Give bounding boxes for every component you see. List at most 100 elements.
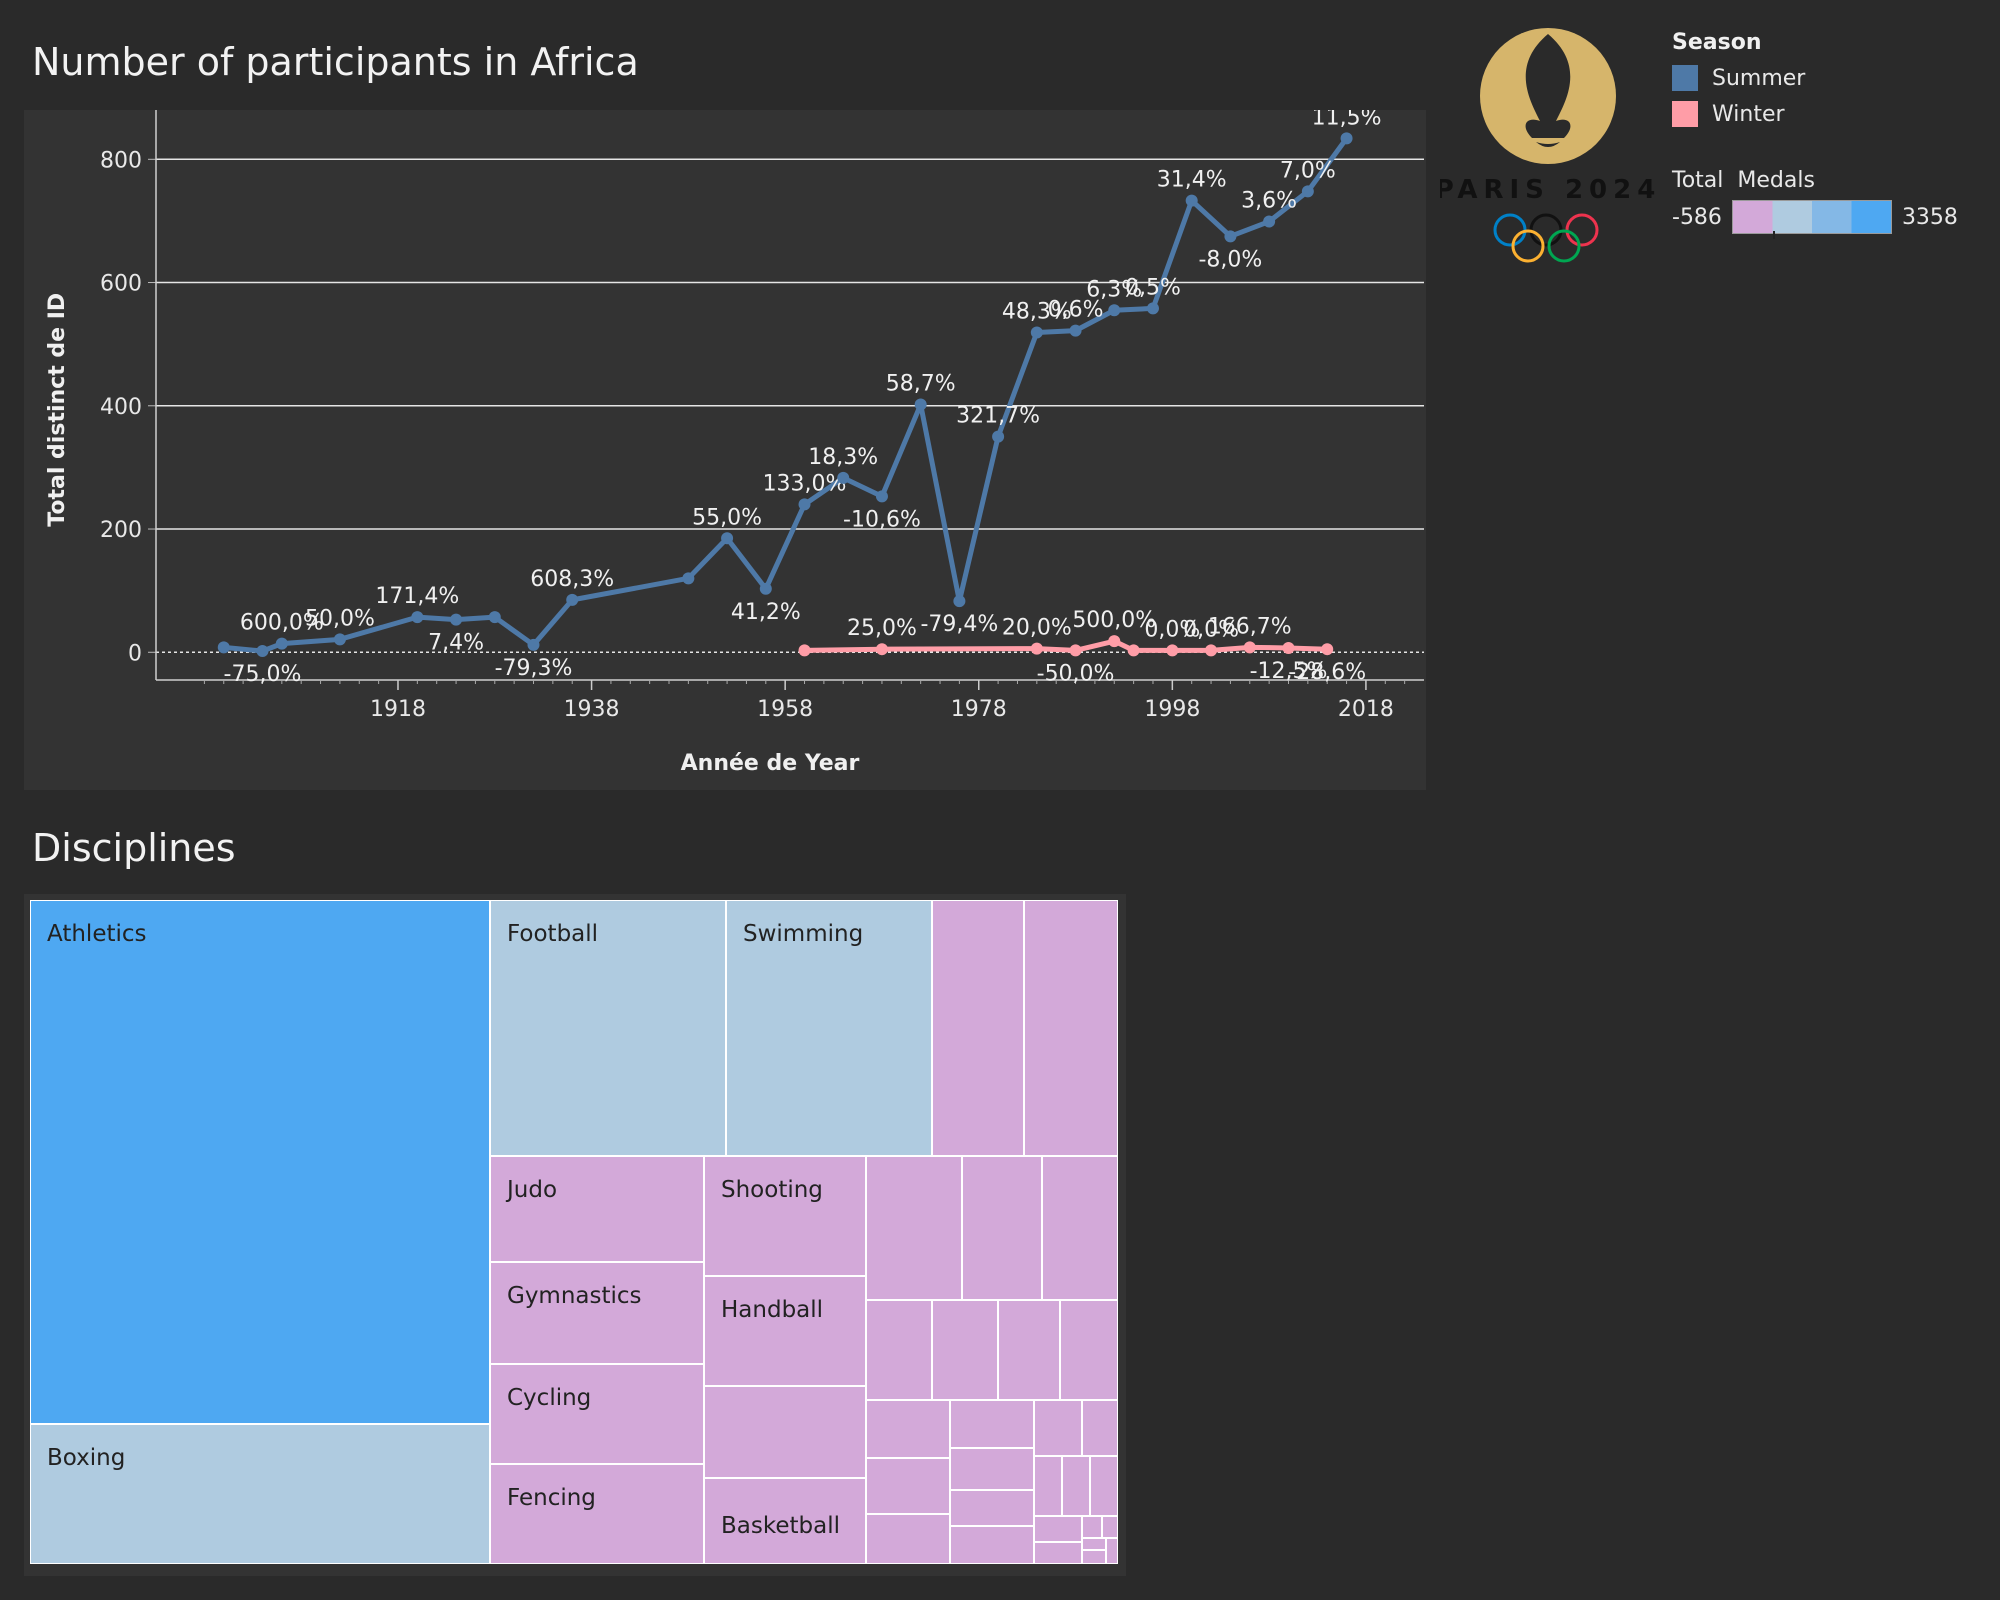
data-point[interactable] — [798, 498, 811, 511]
tile[interactable] — [1082, 1516, 1102, 1538]
tile-cycling[interactable]: Cycling — [490, 1364, 704, 1464]
data-point[interactable] — [682, 572, 695, 585]
tile[interactable] — [1082, 1550, 1106, 1564]
tile[interactable] — [866, 1300, 932, 1400]
tile[interactable] — [1082, 1400, 1118, 1456]
data-label: -8,0% — [1198, 247, 1262, 272]
tile[interactable] — [998, 1300, 1060, 1400]
series-line-summer[interactable] — [223, 136, 1349, 654]
medals-color-scale[interactable]: -586 3358 — [1672, 200, 1958, 239]
data-point[interactable] — [566, 593, 579, 606]
data-point[interactable] — [411, 611, 424, 624]
tile-label-cycling: Cycling — [507, 1385, 592, 1411]
disciplines-treemap: Athletics Boxing Football Swimming Judo … — [30, 900, 1118, 1564]
data-point[interactable] — [1282, 641, 1295, 654]
tile[interactable] — [704, 1386, 866, 1478]
tile[interactable] — [950, 1448, 1034, 1490]
data-point[interactable] — [837, 471, 850, 484]
data-point[interactable] — [1127, 644, 1140, 657]
tile-label-athletics: Athletics — [47, 921, 147, 947]
legend-item-summer[interactable]: Summer — [1672, 65, 1992, 91]
data-label: 41,2% — [731, 600, 801, 625]
data-point[interactable] — [1108, 304, 1121, 317]
data-point[interactable] — [488, 611, 501, 624]
data-point[interactable] — [914, 398, 927, 411]
tile[interactable] — [1060, 1300, 1118, 1400]
line-chart: 0 200 400 600 800 1918 1938 1958 1978 1998 2018 Ann… — [45, 110, 1424, 776]
legend-item-winter[interactable]: Winter — [1672, 101, 1992, 127]
season-legend: Season Summer Winter — [1672, 30, 1992, 127]
data-point[interactable] — [1069, 644, 1082, 657]
tile[interactable] — [1034, 1456, 1062, 1516]
tile-gymnastics[interactable]: Gymnastics — [490, 1262, 704, 1364]
data-point[interactable] — [875, 490, 888, 503]
tile[interactable] — [1034, 1400, 1082, 1456]
tile[interactable] — [932, 1300, 998, 1400]
tile[interactable] — [950, 1526, 1034, 1564]
tile[interactable] — [950, 1490, 1034, 1526]
data-point[interactable] — [1146, 302, 1159, 315]
tile-judo[interactable]: Judo — [490, 1156, 704, 1262]
data-point[interactable] — [1301, 185, 1314, 198]
data-point[interactable] — [798, 644, 811, 657]
data-point[interactable] — [1108, 635, 1121, 648]
tile[interactable] — [1090, 1456, 1118, 1516]
data-point[interactable] — [1166, 644, 1179, 657]
chart-title: Number of participants in Africa — [32, 40, 639, 84]
tile[interactable] — [1034, 1542, 1082, 1564]
tile[interactable] — [866, 1156, 962, 1300]
tile-fencing[interactable]: Fencing — [490, 1464, 704, 1564]
tile-shooting[interactable]: Shooting — [704, 1156, 866, 1276]
data-point[interactable] — [1321, 643, 1334, 656]
tile[interactable] — [1106, 1538, 1118, 1564]
data-point[interactable] — [759, 582, 772, 595]
data-point[interactable] — [256, 645, 269, 658]
data-point[interactable] — [527, 638, 540, 651]
tile[interactable] — [1062, 1456, 1090, 1516]
data-point[interactable] — [1243, 641, 1256, 654]
tile[interactable] — [1082, 1538, 1106, 1550]
tile-handball[interactable]: Handball — [704, 1276, 866, 1386]
y-tick-label: 200 — [100, 518, 142, 543]
tile-boxing[interactable]: Boxing — [30, 1424, 490, 1564]
tile[interactable] — [932, 900, 1024, 1156]
tile[interactable] — [1042, 1156, 1118, 1300]
paris-2024-logo: PARIS 2024 — [1435, 26, 1660, 266]
data-point[interactable] — [953, 595, 966, 608]
tile[interactable] — [1034, 1516, 1082, 1542]
data-point[interactable] — [1030, 642, 1043, 655]
data-point[interactable] — [450, 613, 463, 626]
data-point[interactable] — [217, 641, 230, 654]
tile[interactable] — [962, 1156, 1042, 1300]
medals-min: -586 — [1672, 204, 1722, 230]
data-point[interactable] — [1205, 644, 1218, 657]
data-point[interactable] — [721, 532, 734, 545]
tile[interactable] — [950, 1400, 1034, 1448]
tile-basketball[interactable]: Basketball — [704, 1478, 866, 1564]
data-label: 500,0% — [1072, 608, 1156, 633]
data-point[interactable] — [1224, 230, 1237, 243]
tile-football[interactable]: Football — [490, 900, 726, 1156]
tile[interactable] — [1102, 1516, 1118, 1538]
data-label: -50,0% — [1037, 661, 1115, 686]
tile-athletics[interactable]: Athletics — [30, 900, 490, 1424]
data-label: 0,5% — [1125, 275, 1181, 300]
data-point[interactable] — [992, 430, 1005, 443]
data-point[interactable] — [1263, 215, 1276, 228]
data-point[interactable] — [1185, 194, 1198, 207]
data-point[interactable] — [875, 643, 888, 656]
tile-label-basketball: Basketball — [721, 1513, 840, 1539]
tile-label-judo: Judo — [507, 1177, 558, 1203]
tile-swimming[interactable]: Swimming — [726, 900, 932, 1156]
y-axis-label: Total distinct de ID — [45, 293, 70, 527]
data-point[interactable] — [1069, 324, 1082, 337]
tile[interactable] — [866, 1514, 950, 1564]
tile[interactable] — [866, 1400, 950, 1458]
tile[interactable] — [1024, 900, 1118, 1156]
tile[interactable] — [866, 1458, 950, 1514]
data-point[interactable] — [1030, 326, 1043, 339]
data-point[interactable] — [1340, 132, 1353, 145]
line-chart-panel: 0 200 400 600 800 1918 1938 1958 1978 1998 2018 Ann… — [24, 110, 1426, 790]
data-point[interactable] — [333, 633, 346, 646]
data-point[interactable] — [275, 637, 288, 650]
